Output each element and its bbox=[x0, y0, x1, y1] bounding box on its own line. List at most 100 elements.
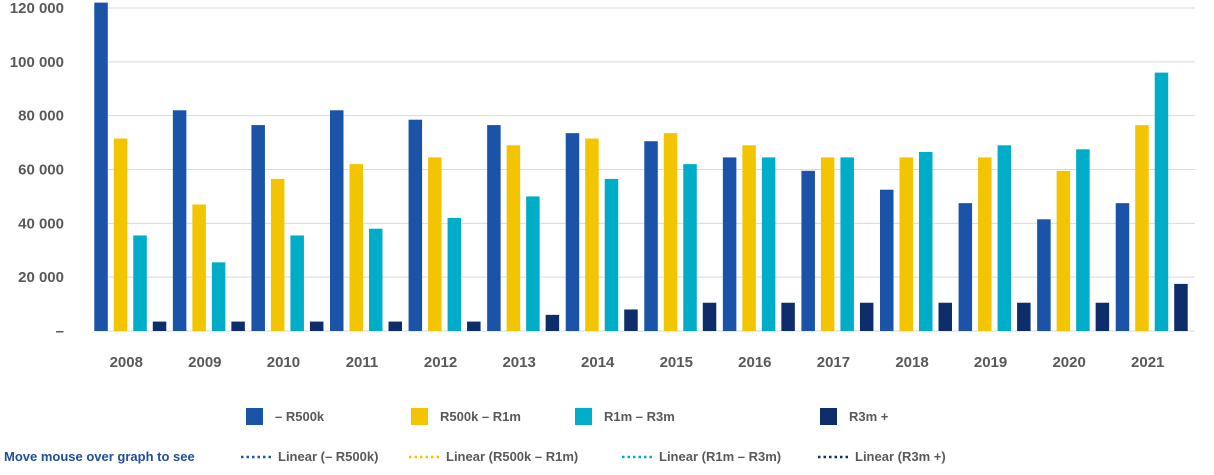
legend-item[interactable]: R1m – R3m bbox=[575, 408, 675, 425]
bar-2019-series-1[interactable] bbox=[978, 157, 992, 331]
legend-item[interactable]: – R500k bbox=[246, 408, 325, 425]
y-tick-label: 60 000 bbox=[18, 162, 64, 179]
bar-2021-series-0[interactable] bbox=[1115, 203, 1130, 331]
bar-2010-series-3[interactable] bbox=[309, 321, 324, 331]
bar-2016-series-2[interactable] bbox=[761, 157, 776, 331]
legend: – R500k R500k – R1m R1m – R3m R3m + bbox=[246, 408, 889, 425]
bar-2011-series-3[interactable] bbox=[388, 321, 403, 331]
bars bbox=[94, 2, 1188, 332]
bar-2012-series-0[interactable] bbox=[408, 119, 423, 332]
bar-2008-series-3[interactable] bbox=[152, 321, 167, 331]
bar-2016-series-1[interactable] bbox=[742, 145, 756, 331]
bar-2010-series-0[interactable] bbox=[251, 125, 265, 332]
y-tick-label: 20 000 bbox=[18, 269, 64, 286]
bar-2014-series-0[interactable] bbox=[565, 133, 580, 331]
x-axis: 2008 2009 2010 2011 2012 2013 2014 2015 2016 2017… bbox=[110, 354, 1165, 371]
bar-2014-series-3[interactable] bbox=[624, 309, 638, 331]
legend-item[interactable]: R500k – R1m bbox=[411, 408, 521, 425]
bar-2009-series-2[interactable] bbox=[211, 262, 226, 331]
bar-2009-series-3[interactable] bbox=[231, 321, 245, 331]
trendline-label: Linear (– R500k) bbox=[278, 449, 378, 464]
bar-2019-series-0[interactable] bbox=[958, 203, 973, 331]
bar-2013-series-1[interactable] bbox=[506, 145, 521, 331]
bar-2015-series-1[interactable] bbox=[663, 133, 678, 331]
bar-2017-series-0[interactable] bbox=[801, 170, 815, 331]
bar-2019-series-3[interactable] bbox=[1017, 302, 1031, 331]
bar-2008-series-2[interactable] bbox=[133, 235, 147, 331]
x-tick-label: 2016 bbox=[738, 354, 771, 371]
bar-2020-series-3[interactable] bbox=[1095, 302, 1110, 331]
bar-2012-series-2[interactable] bbox=[447, 217, 462, 331]
bar-2014-series-1[interactable] bbox=[585, 138, 599, 331]
trendline-label: Linear (R3m +) bbox=[855, 449, 946, 464]
x-tick-label: 2014 bbox=[581, 354, 615, 371]
x-tick-label: 2011 bbox=[346, 354, 379, 371]
bar-2013-series-0[interactable] bbox=[487, 125, 501, 332]
legend-label: R500k – R1m bbox=[440, 409, 521, 424]
bar-2018-series-0[interactable] bbox=[880, 189, 894, 331]
bar-2018-series-1[interactable] bbox=[899, 157, 914, 331]
bar-2012-series-1[interactable] bbox=[428, 157, 442, 331]
bar-2020-series-0[interactable] bbox=[1037, 219, 1051, 331]
trendline-label: Linear (R1m – R3m) bbox=[659, 449, 781, 464]
trendline-legend: Move mouse over graph to see Linear (– R5… bbox=[4, 449, 946, 464]
x-tick-label: 2013 bbox=[502, 354, 535, 371]
legend-label: R1m – R3m bbox=[604, 409, 675, 424]
bar-2017-series-3[interactable] bbox=[859, 302, 874, 331]
bar-2015-series-2[interactable] bbox=[683, 164, 697, 331]
y-tick-label: 80 000 bbox=[18, 108, 64, 125]
legend-label: R3m + bbox=[849, 409, 889, 424]
bar-2018-series-3[interactable] bbox=[938, 302, 953, 331]
bar-2013-series-2[interactable] bbox=[526, 196, 540, 331]
bar-2020-series-2[interactable] bbox=[1076, 149, 1090, 331]
hover-hint: Move mouse over graph to see bbox=[4, 449, 195, 464]
legend-swatch bbox=[820, 408, 837, 425]
bar-2021-series-2[interactable] bbox=[1154, 72, 1169, 331]
y-tick-label: 120 000 bbox=[10, 0, 64, 17]
x-tick-label: 2015 bbox=[660, 354, 693, 371]
bar-2011-series-2[interactable] bbox=[369, 228, 383, 331]
y-tick-label: – bbox=[56, 323, 64, 340]
bar-2011-series-1[interactable] bbox=[349, 164, 364, 331]
bar-2008-series-1[interactable] bbox=[113, 138, 128, 331]
legend-item[interactable]: R3m + bbox=[820, 408, 889, 425]
bar-2017-series-1[interactable] bbox=[820, 157, 835, 331]
bar-2017-series-2[interactable] bbox=[840, 157, 854, 331]
bar-2019-series-2[interactable] bbox=[997, 145, 1012, 331]
x-tick-label: 2012 bbox=[424, 354, 457, 371]
trendline-legend-item[interactable]: Linear (R1m – R3m) bbox=[622, 449, 781, 464]
trendline-label: Linear (R500k – R1m) bbox=[446, 449, 578, 464]
bar-2011-series-0[interactable] bbox=[330, 110, 344, 332]
trendline-legend-item[interactable]: Linear (R500k – R1m) bbox=[409, 449, 578, 464]
bar-2010-series-1[interactable] bbox=[270, 178, 285, 331]
legend-swatch bbox=[575, 408, 592, 425]
x-tick-label: 2017 bbox=[817, 354, 850, 371]
x-tick-label: 2009 bbox=[188, 354, 221, 371]
legend-label: – R500k bbox=[275, 409, 325, 424]
bar-2008-series-0[interactable] bbox=[94, 2, 108, 331]
bar-2012-series-3[interactable] bbox=[467, 321, 481, 331]
bar-2020-series-1[interactable] bbox=[1056, 170, 1071, 331]
legend-swatch bbox=[411, 408, 428, 425]
bar-2010-series-2[interactable] bbox=[290, 235, 304, 331]
bar-2021-series-3[interactable] bbox=[1174, 283, 1188, 331]
y-axis: – 20 000 40 000 60 000 80 000 100 000 120 000 bbox=[10, 0, 64, 340]
bar-2009-series-0[interactable] bbox=[172, 110, 187, 332]
bar-2009-series-1[interactable] bbox=[192, 204, 206, 331]
bar-2021-series-1[interactable] bbox=[1135, 125, 1149, 332]
legend-swatch bbox=[246, 408, 263, 425]
x-tick-label: 2008 bbox=[110, 354, 143, 371]
bar-2015-series-0[interactable] bbox=[644, 141, 658, 331]
x-tick-label: 2010 bbox=[267, 354, 300, 371]
trendline-legend-item[interactable]: Linear (– R500k) bbox=[241, 449, 378, 464]
bar-2016-series-0[interactable] bbox=[722, 157, 737, 331]
trendline-legend-item[interactable]: Linear (R3m +) bbox=[818, 449, 946, 464]
bar-2018-series-2[interactable] bbox=[919, 152, 933, 331]
bar-2015-series-3[interactable] bbox=[702, 302, 717, 331]
bar-2014-series-2[interactable] bbox=[604, 178, 619, 331]
x-tick-label: 2020 bbox=[1052, 354, 1085, 371]
x-tick-label: 2021 bbox=[1131, 354, 1164, 371]
bar-2016-series-3[interactable] bbox=[781, 302, 795, 331]
bar-2013-series-3[interactable] bbox=[545, 314, 560, 331]
